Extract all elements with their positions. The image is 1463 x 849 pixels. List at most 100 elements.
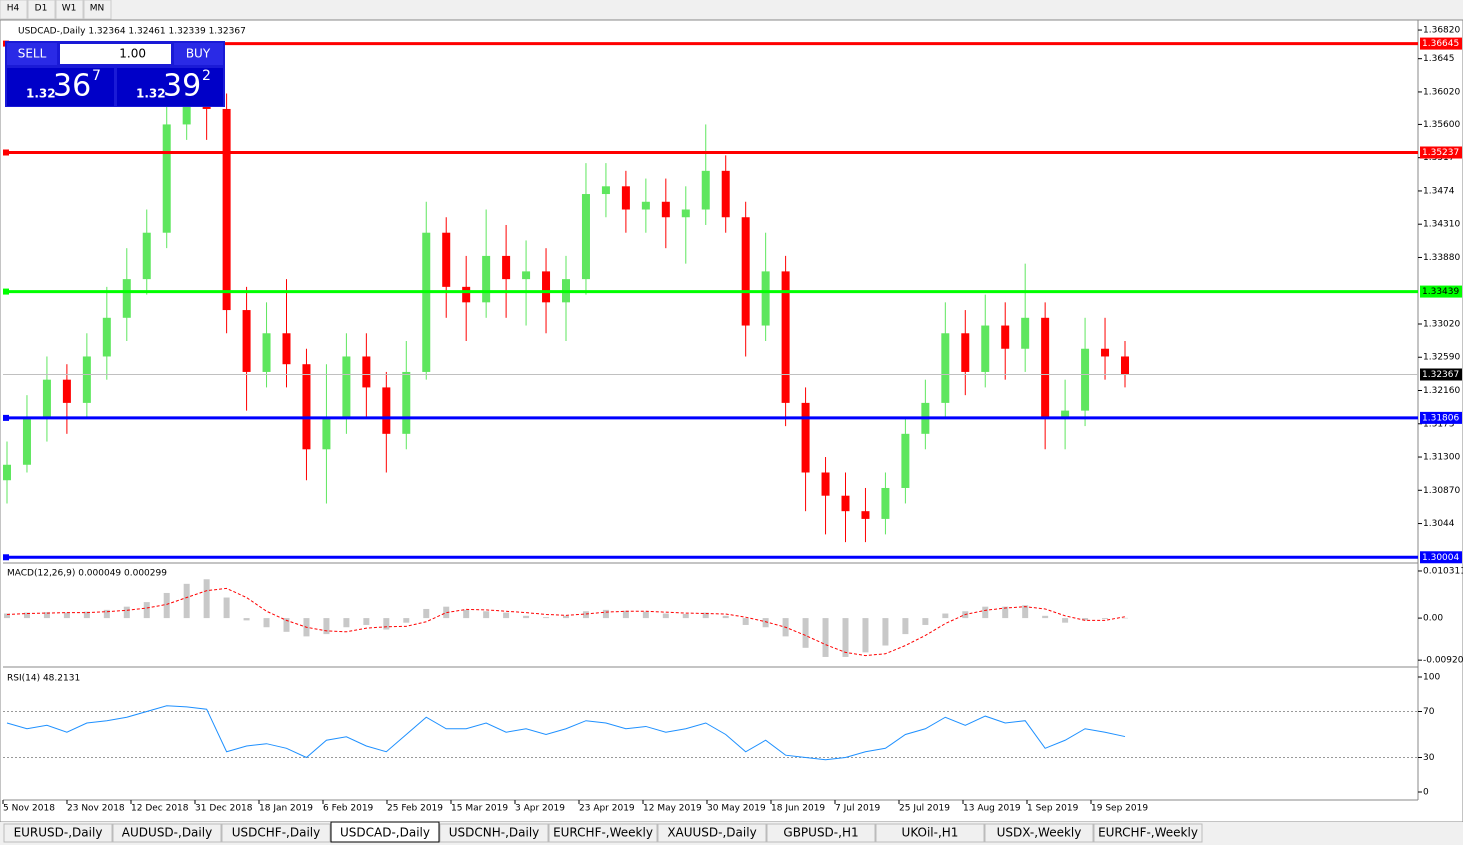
candle-body [941,333,950,403]
tab[interactable] [657,823,767,843]
current-price-label: 1.32367 [1422,370,1459,380]
tab-active[interactable] [330,821,440,843]
tab[interactable] [548,823,658,843]
macd-bar [563,615,569,619]
macd-bar [343,618,350,628]
macd-bar [602,609,609,619]
macd-signal [6,587,1126,657]
ask-main: 39 [163,69,201,104]
x-tick-label: 7 Jul 2019 [835,804,880,814]
x-tick-label: 6 Feb 2019 [323,804,374,814]
candle-body [462,286,471,303]
candle-body [1001,325,1010,349]
lot-value: 1.00 [119,47,146,61]
lot-input[interactable] [60,44,171,64]
macd-bar [1062,618,1069,623]
level-tag [1420,551,1462,564]
chart-frame [0,19,1463,823]
x-tick-label: 25 Feb 2019 [387,804,443,814]
tab[interactable] [875,823,985,843]
candle-body [781,271,790,403]
tab-label: EURCHF-,Weekly [1098,826,1198,840]
macd-bar [1022,605,1029,619]
tab[interactable] [1093,823,1203,843]
candle-body [62,379,71,403]
macd-bar [582,611,589,619]
y-tick-label: 1.3044 [1423,519,1455,529]
candle-body [841,495,850,512]
ask-sup: 2 [202,68,211,84]
tab[interactable] [112,823,222,843]
candle-body [3,464,11,481]
chart-title: USDCAD-,Daily 1.32364 1.32461 1.32339 1.… [18,27,246,37]
macd-bar [383,618,390,630]
macd-bar [1102,618,1109,620]
candle-body [701,170,710,210]
y-tick-label: 30 [1423,753,1435,763]
candle-body [721,170,730,218]
macd-bar [742,618,749,625]
level-handle[interactable] [3,414,9,421]
candle-body [382,387,391,434]
level-handle[interactable] [3,554,9,561]
level-handle[interactable] [3,288,9,295]
candle-body [901,433,910,488]
level-label: 1.31806 [1422,413,1459,423]
x-tick-label: 12 Dec 2018 [131,804,189,814]
candle-body [542,271,551,303]
level-label: 1.33439 [1422,287,1459,297]
tab[interactable] [766,823,876,843]
level-label: 1.30004 [1422,553,1459,563]
macd-bar [123,606,130,619]
tab[interactable] [984,823,1094,843]
level-tag [1420,146,1462,159]
y-tick-label: 0.010311 [1423,566,1463,576]
tab[interactable] [3,823,113,843]
macd-bar [622,610,629,619]
macd-bar [323,618,330,635]
level-label: 1.36645 [1422,39,1459,49]
tab-label: USDCNH-,Daily [449,826,540,840]
candle-body [981,325,990,372]
macd-bar [982,606,989,619]
bid-box[interactable] [7,68,114,106]
timeframe-button[interactable] [0,0,28,20]
macd-bar [463,609,470,619]
timeframe-button[interactable] [83,0,112,20]
y-tick-label: -0.009203 [1423,656,1463,666]
tab[interactable] [439,823,549,843]
candle-body [661,201,670,218]
candle-body [262,333,271,372]
rsi-title: RSI(14) 48.2131 [7,674,80,684]
y-tick-label: 1.3645 [1423,54,1455,64]
y-tick-label: 1.36020 [1423,87,1460,97]
candle-body [621,186,630,210]
macd-bar [1002,606,1009,619]
tab[interactable] [221,823,331,843]
ask-box[interactable] [117,68,223,106]
candle-body [601,186,610,195]
candle-body [961,333,970,372]
rsi-line [6,705,1126,761]
level-handle[interactable] [3,149,9,156]
x-tick-label: 23 Nov 2018 [67,804,125,814]
sell-button[interactable] [7,43,57,65]
candle-body [442,232,451,287]
candle-body [1101,348,1110,357]
timeframe-button[interactable] [27,0,56,20]
x-tick-label: 19 Sep 2019 [1091,804,1148,814]
candle-body [861,511,870,519]
ask-big: 1.32 [136,87,166,101]
buy-button[interactable] [174,43,223,65]
candle-body [322,418,331,450]
macd-bar [403,618,410,623]
candle-body [1121,356,1129,375]
macd-bar [702,612,709,619]
candle-body [482,255,491,303]
macd-bar [363,618,370,625]
macd-bar [443,606,450,619]
timeframe-button[interactable] [55,0,84,20]
candle-body [821,472,830,496]
candle-body [1081,348,1090,411]
x-tick-label: 3 Apr 2019 [515,804,565,814]
